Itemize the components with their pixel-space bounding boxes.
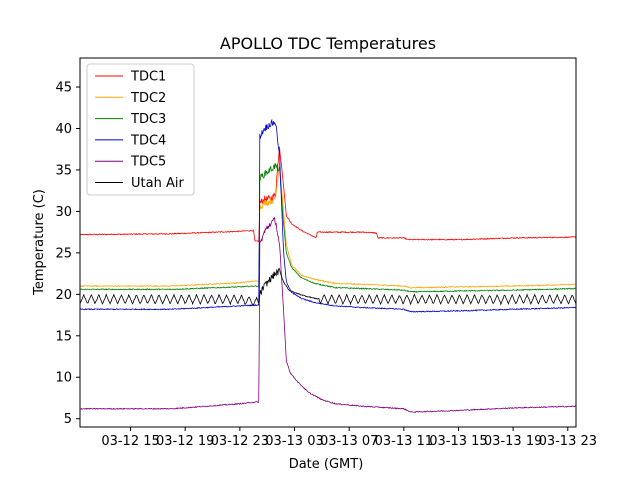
plot-area-frame [79,57,577,428]
x-tick-label: 03-13 19 [484,434,542,449]
series-line-utah-air [80,267,576,306]
y-tick-label: 5 [64,412,72,427]
legend-box [86,63,195,196]
legend-label: TDC4 [130,133,166,148]
series-line-tdc3 [80,162,576,293]
y-tick-label: 10 [55,371,72,386]
x-tick-label: 03-13 03 [265,434,323,449]
legend-label: TDC5 [130,155,166,170]
y-axis: 5 10 15 20 25 30 35 40 45 [55,81,80,427]
x-tick-label: 03-13 23 [539,434,597,449]
series-line-tdc5 [80,217,576,413]
x-tick-label: 03-12 15 [101,434,159,449]
series-line-tdc1 [80,146,576,243]
x-tick-label: 03-13 07 [320,434,378,449]
x-tick-label: 03-13 15 [429,434,487,449]
legend-label: TDC2 [130,91,166,106]
y-tick-label: 20 [55,288,72,303]
legend-label: TDC1 [130,70,166,85]
chart-title: APOLLO TDC Temperatures [220,34,436,53]
legend-label: Utah Air [131,176,184,191]
y-tick-label: 35 [55,163,72,178]
y-tick-label: 40 [55,122,72,137]
x-tick-label: 03-13 11 [375,434,433,449]
y-tick-label: 30 [55,205,72,220]
y-tick-label: 15 [55,329,72,344]
x-axis-title: Date (GMT) [289,457,364,472]
series-line-tdc4 [80,118,576,313]
x-tick-label: 03-12 19 [156,434,214,449]
series-layer [80,118,576,413]
y-tick-label: 25 [55,246,72,261]
legend: TDC1 TDC2 TDC3 TDC4 TDC5 Utah Air [86,63,195,196]
x-tick-label: 03-12 23 [211,434,269,449]
y-tick-label: 45 [55,81,72,96]
y-axis-title: Temperature (C) [32,189,47,296]
series-line-tdc2 [80,162,576,289]
legend-label: TDC3 [130,112,166,127]
